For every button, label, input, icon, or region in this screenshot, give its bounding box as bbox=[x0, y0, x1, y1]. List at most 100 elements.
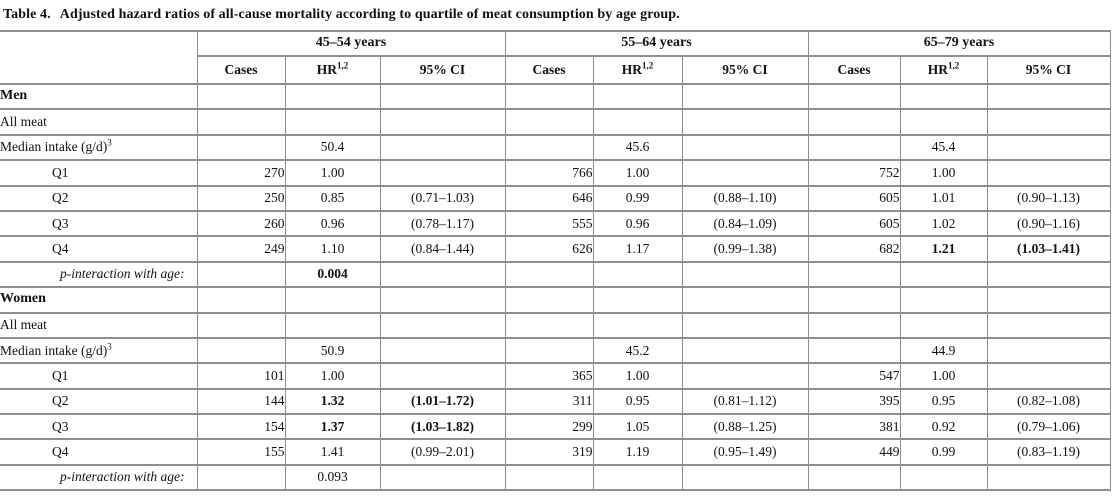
table-title: Table 4. Adjusted hazard ratios of all-ca… bbox=[3, 7, 1117, 23]
ci-cell bbox=[681, 160, 808, 187]
age-group-header-65-79: 65–79 years bbox=[807, 30, 1111, 57]
table-row: Q1 270 1.00 766 1.00 752 1.00 bbox=[0, 160, 1111, 187]
hr-cell: 44.9 bbox=[899, 337, 987, 365]
hr-cell bbox=[592, 84, 682, 111]
hr-cell: 0.95 bbox=[592, 388, 682, 416]
cases-cell: 270 bbox=[196, 160, 285, 187]
row-label: Men bbox=[0, 84, 197, 111]
hr-cell: 0.92 bbox=[899, 414, 987, 441]
table-caption: Adjusted hazard ratios of all-cause mort… bbox=[59, 7, 680, 22]
ci-cell bbox=[681, 312, 808, 339]
table-row: Median intake (g/d)3 50.9 45.2 44.9 bbox=[0, 337, 1111, 365]
cases-cell bbox=[807, 337, 900, 365]
table-row: Q4 155 1.41 (0.99–2.01) 319 1.19 (0.95–1.49) 44… bbox=[0, 439, 1111, 466]
cases-cell: 682 bbox=[807, 236, 900, 263]
hr-cell: 0.96 bbox=[284, 210, 380, 238]
cases-cell: 311 bbox=[504, 388, 593, 416]
cases-cell: 250 bbox=[196, 185, 285, 212]
paper-page: Table 4. Adjusted hazard ratios of all-ca… bbox=[0, 7, 1117, 497]
hr-cell bbox=[284, 312, 380, 339]
hr-header: HR1,2 bbox=[284, 56, 380, 85]
table-row: Women bbox=[0, 287, 1111, 314]
hr-cell: 1.00 bbox=[592, 363, 682, 390]
ci-cell: (0.88–1.10) bbox=[681, 185, 808, 212]
row-label-footnote: 3 bbox=[107, 137, 112, 148]
row-label: Q2 bbox=[0, 185, 197, 212]
cases-cell: 555 bbox=[504, 210, 593, 238]
hazard-ratios-table: 45–54 years 55–64 years 65–79 years Case… bbox=[0, 30, 1111, 492]
ci-cell bbox=[986, 160, 1111, 187]
ci-cell: (0.83–1.19) bbox=[986, 439, 1111, 466]
hr-cell: 1.01 bbox=[899, 185, 987, 212]
hr-cell bbox=[592, 312, 682, 339]
hr-cell: 0.99 bbox=[592, 185, 682, 212]
ci-cell bbox=[681, 363, 808, 390]
cases-cell: 449 bbox=[807, 439, 900, 466]
cases-cell bbox=[807, 84, 900, 111]
row-label: All meat bbox=[0, 312, 197, 339]
ci-header: 95% CI bbox=[986, 56, 1111, 85]
ci-cell bbox=[379, 287, 505, 314]
ci-cell bbox=[379, 109, 505, 136]
ci-cell: (1.01–1.72) bbox=[379, 388, 505, 416]
age-group-header-45-54: 45–54 years bbox=[196, 30, 505, 57]
ci-cell bbox=[681, 464, 808, 492]
row-label: p-interaction with age: bbox=[0, 261, 197, 289]
hr-cell: 0.96 bbox=[592, 210, 682, 238]
cases-cell bbox=[807, 134, 900, 162]
table-body: Men All meat Median intake (g/d)3 50.4 45.6 4… bbox=[0, 84, 1111, 492]
cases-cell: 626 bbox=[504, 236, 593, 263]
age-group-header-row: 45–54 years 55–64 years 65–79 years bbox=[0, 30, 1111, 85]
hr-cell bbox=[899, 261, 987, 289]
hr-header: HR1,2 bbox=[899, 56, 987, 85]
hr-cell bbox=[592, 287, 682, 314]
ci-cell bbox=[986, 363, 1111, 390]
hr-cell bbox=[284, 287, 380, 314]
ci-cell: (0.99–1.38) bbox=[681, 236, 808, 263]
ci-cell bbox=[986, 84, 1111, 111]
row-label: Q3 bbox=[0, 210, 197, 238]
hr-header-footnote: 1,2 bbox=[948, 60, 960, 71]
hr-cell: 1.19 bbox=[592, 439, 682, 466]
hr-cell bbox=[592, 464, 682, 492]
ci-cell bbox=[681, 287, 808, 314]
ci-cell bbox=[986, 134, 1111, 162]
ci-cell: (0.84–1.44) bbox=[379, 236, 505, 263]
hr-cell bbox=[592, 261, 682, 289]
ci-cell bbox=[986, 337, 1111, 365]
row-label: Q1 bbox=[0, 363, 197, 390]
row-label: Median intake (g/d)3 bbox=[0, 337, 197, 365]
hr-cell: 1.00 bbox=[899, 160, 987, 187]
row-label: Q1 bbox=[0, 160, 197, 187]
cases-cell bbox=[196, 287, 285, 314]
ci-cell bbox=[986, 464, 1111, 492]
ci-cell: (0.90–1.16) bbox=[986, 210, 1111, 238]
ci-cell bbox=[986, 312, 1111, 339]
hr-cell: 1.05 bbox=[592, 414, 682, 441]
ci-cell bbox=[379, 84, 505, 111]
table-row: All meat bbox=[0, 312, 1111, 339]
ci-cell: (0.99–2.01) bbox=[379, 439, 505, 466]
cases-cell bbox=[196, 464, 285, 492]
cases-cell bbox=[196, 337, 285, 365]
ci-cell bbox=[379, 261, 505, 289]
cases-cell: 395 bbox=[807, 388, 900, 416]
cases-cell: 752 bbox=[807, 160, 900, 187]
stub-header-cell bbox=[0, 30, 197, 85]
hr-header-footnote: 1,2 bbox=[337, 60, 349, 71]
cases-cell bbox=[504, 134, 593, 162]
cases-cell: 605 bbox=[807, 210, 900, 238]
table-row: Median intake (g/d)3 50.4 45.6 45.4 bbox=[0, 134, 1111, 162]
table-row: Men bbox=[0, 84, 1111, 111]
table-number: Table 4. bbox=[3, 7, 51, 22]
cases-cell bbox=[196, 109, 285, 136]
cases-header: Cases bbox=[196, 56, 285, 85]
ci-cell bbox=[681, 337, 808, 365]
cases-cell bbox=[196, 261, 285, 289]
hr-cell bbox=[899, 84, 987, 111]
hr-cell bbox=[284, 84, 380, 111]
ci-cell bbox=[379, 134, 505, 162]
hr-cell bbox=[899, 109, 987, 136]
table-row: Q4 249 1.10 (0.84–1.44) 626 1.17 (0.99–1.38) 68… bbox=[0, 236, 1111, 263]
cases-header: Cases bbox=[807, 56, 900, 85]
